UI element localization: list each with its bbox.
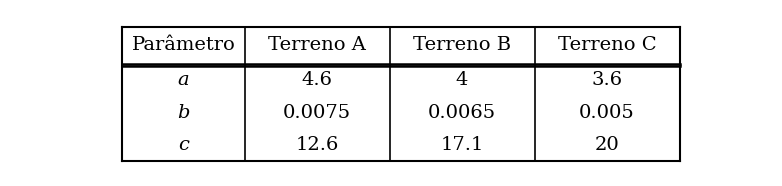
Bar	[122, 129, 245, 161]
Text: 0.005: 0.005	[579, 104, 635, 122]
Text: Terreno C: Terreno C	[558, 36, 656, 54]
Bar	[245, 64, 389, 96]
Bar	[389, 27, 535, 64]
Text: Parâmetro: Parâmetro	[131, 36, 235, 54]
Text: 3.6: 3.6	[591, 71, 622, 89]
Bar	[122, 96, 245, 129]
Text: a: a	[178, 71, 189, 89]
Bar	[245, 27, 389, 64]
Text: Terreno B: Terreno B	[413, 36, 511, 54]
Text: b: b	[177, 104, 189, 122]
Bar	[245, 96, 389, 129]
Text: 20: 20	[594, 136, 619, 154]
Text: Terreno A: Terreno A	[268, 36, 366, 54]
Text: 4.6: 4.6	[302, 71, 332, 89]
Bar	[389, 96, 535, 129]
Text: 17.1: 17.1	[440, 136, 484, 154]
Text: 12.6: 12.6	[296, 136, 339, 154]
Bar	[122, 27, 245, 64]
Bar	[389, 129, 535, 161]
Bar	[245, 129, 389, 161]
Bar	[389, 64, 535, 96]
Bar	[535, 64, 680, 96]
Text: 0.0065: 0.0065	[428, 104, 496, 122]
Text: 4: 4	[456, 71, 468, 89]
Bar	[535, 96, 680, 129]
Bar	[122, 64, 245, 96]
Bar	[535, 129, 680, 161]
Bar	[535, 27, 680, 64]
Text: 0.0075: 0.0075	[283, 104, 351, 122]
Text: c: c	[178, 136, 188, 154]
